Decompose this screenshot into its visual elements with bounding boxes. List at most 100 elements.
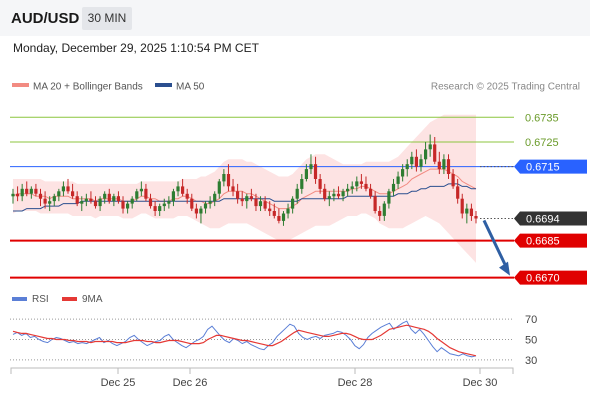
candle — [116, 191, 120, 204]
candle — [71, 183, 75, 199]
candle-body — [327, 196, 331, 199]
candle-body — [268, 208, 272, 212]
candle — [359, 174, 363, 189]
candle — [391, 178, 396, 197]
candle — [61, 181, 65, 197]
candle-body — [231, 186, 235, 192]
candle — [424, 141, 428, 165]
candle — [245, 193, 249, 209]
credit-text: Research © 2025 Trading Central — [431, 82, 580, 93]
candle — [135, 188, 139, 202]
candle-body — [190, 198, 194, 209]
candle — [103, 191, 107, 204]
candle-body — [245, 196, 249, 202]
candle-body — [116, 196, 120, 202]
candle-body — [424, 149, 428, 160]
bollinger-band — [13, 114, 476, 263]
candle — [80, 196, 84, 212]
candle-body — [446, 159, 451, 174]
candle-body — [350, 186, 354, 189]
candle — [139, 181, 143, 197]
candle-body — [277, 216, 281, 221]
level-tag-5 — [514, 270, 587, 285]
candle-body — [387, 191, 391, 204]
candle — [451, 169, 455, 189]
candle — [203, 201, 208, 214]
candle-body — [433, 144, 437, 162]
candle — [313, 156, 318, 184]
rsi-line — [12, 320, 477, 358]
candle-body — [217, 181, 221, 194]
rsi-ma-legend-label: 9MA — [82, 294, 103, 305]
candle-body — [121, 201, 125, 209]
candle — [89, 191, 93, 204]
projection-arrow-shaft — [482, 219, 509, 270]
candle-body — [57, 191, 61, 197]
candle — [167, 196, 171, 209]
candle-body — [382, 203, 386, 216]
candle-body — [396, 176, 400, 184]
timeframe-badge[interactable]: 30 MIN — [82, 7, 132, 30]
candle — [34, 183, 38, 197]
candle — [442, 154, 446, 175]
candle-body — [107, 193, 111, 202]
candle-body — [451, 174, 455, 187]
rsi-tick-30: 30 — [525, 355, 537, 367]
candle — [222, 169, 226, 187]
candle — [194, 203, 198, 219]
rsi-tick-70: 70 — [525, 314, 537, 326]
rsi-ma-line — [12, 324, 477, 357]
candle-body — [61, 186, 65, 192]
candle-body — [162, 203, 166, 207]
level-label-2: 0.6715 — [526, 162, 560, 174]
candle — [341, 188, 345, 202]
x-tick-label: Dec 30 — [463, 377, 498, 389]
candle-body — [263, 201, 267, 209]
candle-body — [222, 174, 226, 182]
candle — [107, 188, 111, 204]
candle-body — [240, 198, 244, 202]
level-label-5: 0.6670 — [526, 273, 560, 285]
candle-body — [226, 174, 231, 187]
candle — [48, 196, 52, 212]
candle — [460, 193, 464, 219]
candle — [98, 196, 102, 212]
candle-body — [309, 164, 313, 170]
candle — [217, 178, 221, 199]
candle-body — [203, 203, 208, 209]
candle — [213, 191, 217, 207]
candle-body — [153, 206, 157, 211]
candle — [318, 174, 322, 194]
candle-body — [103, 193, 107, 199]
candle-body — [208, 201, 212, 204]
candle-body — [465, 208, 469, 214]
candle-body — [25, 188, 29, 194]
candle — [369, 183, 373, 199]
candle — [258, 196, 263, 212]
candle-body — [369, 188, 373, 197]
candle-body — [158, 206, 162, 211]
candle-body — [295, 188, 299, 199]
rsi-legend-label: RSI — [32, 294, 49, 305]
candle — [93, 196, 98, 209]
candle-body — [332, 193, 336, 197]
candle-body — [52, 196, 56, 202]
candle — [199, 206, 203, 224]
legend-ma50-swatch — [155, 83, 172, 87]
candle — [286, 203, 290, 219]
candle-body — [144, 188, 148, 199]
candle-body — [126, 203, 130, 209]
candle-body — [194, 208, 198, 214]
candle-body — [281, 213, 286, 221]
level-label-4: 0.6685 — [526, 236, 560, 248]
candle — [190, 193, 194, 212]
candle-body — [364, 183, 368, 189]
x-axis — [10, 367, 514, 374]
candle — [75, 191, 79, 207]
candle-body — [405, 164, 409, 170]
candle — [236, 183, 240, 204]
candle — [148, 193, 153, 209]
candle-body — [419, 159, 423, 167]
candle-body — [181, 186, 185, 194]
candle-body — [236, 191, 240, 199]
